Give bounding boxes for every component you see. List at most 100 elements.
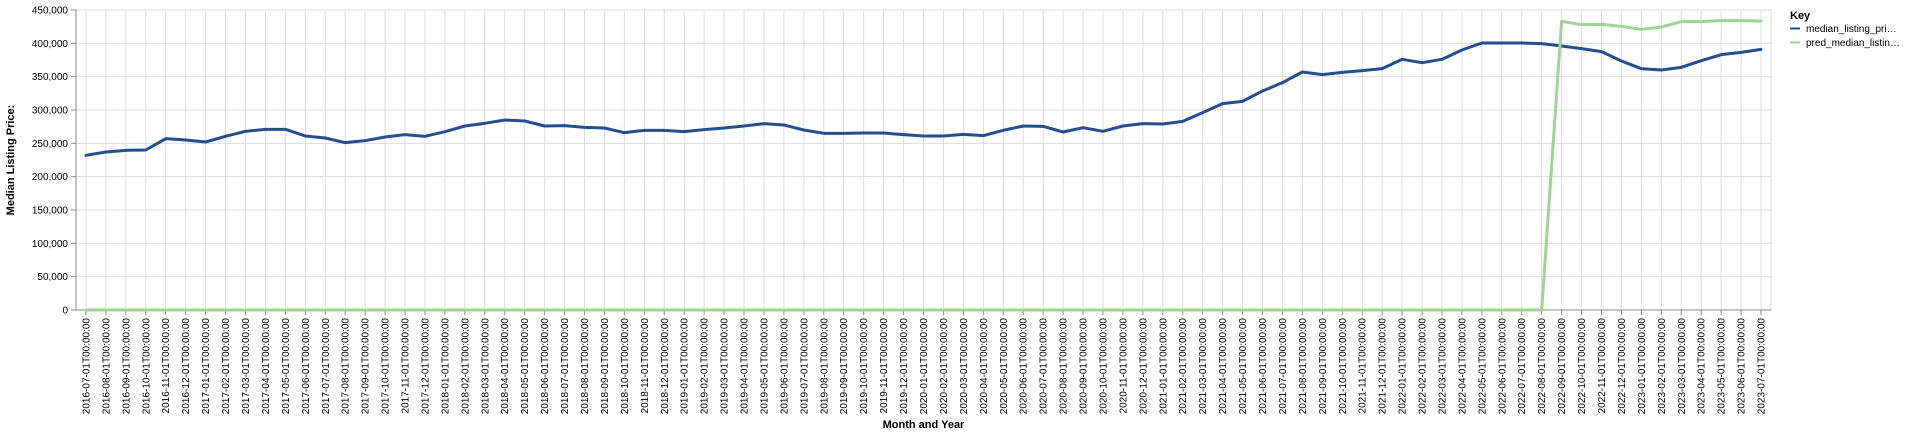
x-tick-label: 2019-07-01T00:00:00 — [799, 318, 810, 415]
x-tick-label: 2021-12-01T00:00:00 — [1378, 318, 1389, 415]
y-tick-label: 0 — [62, 306, 68, 317]
x-tick-label: 2020-04-01T00:00:00 — [979, 318, 990, 415]
y-axis: 0 50,000 100,000 150,000 200,000 250,000 300,0… — [32, 6, 77, 317]
x-tick-label: 2023-01-01T00:00:00 — [1637, 318, 1648, 415]
x-tick-label: 2017-06-01T00:00:00 — [301, 318, 312, 415]
x-tick-label: 2019-04-01T00:00:00 — [740, 318, 751, 415]
x-axis: 2016-07-01T00:00:00 2016-08-01T00:00:00 20… — [76, 309, 1771, 415]
x-tick-label: 2021-06-01T00:00:00 — [1258, 318, 1269, 415]
x-tick-label: 2020-12-01T00:00:00 — [1138, 318, 1149, 415]
y-tick-label: 350,000 — [32, 72, 69, 83]
y-tick-label: 100,000 — [32, 239, 69, 250]
x-tick-label: 2017-03-01T00:00:00 — [241, 318, 252, 415]
x-tick-label: 2022-05-01T00:00:00 — [1477, 318, 1488, 415]
x-tick-label: 2017-07-01T00:00:00 — [321, 318, 332, 415]
x-tick-label: 2021-04-01T00:00:00 — [1218, 318, 1229, 415]
x-tick-label: 2022-10-01T00:00:00 — [1577, 318, 1588, 415]
x-tick-label: 2018-08-01T00:00:00 — [580, 318, 591, 415]
x-tick-label: 2017-05-01T00:00:00 — [281, 318, 292, 415]
x-tick-label: 2022-11-01T00:00:00 — [1597, 318, 1608, 414]
x-tick-label: 2019-03-01T00:00:00 — [720, 318, 731, 415]
x-tick-label: 2022-06-01T00:00:00 — [1497, 318, 1508, 415]
x-tick-label: 2019-11-01T00:00:00 — [879, 318, 890, 414]
x-tick-label: 2017-09-01T00:00:00 — [361, 318, 372, 415]
x-tick-label: 2016-08-01T00:00:00 — [101, 318, 112, 415]
y-tick-label: 400,000 — [32, 39, 69, 50]
x-tick-label: 2019-01-01T00:00:00 — [680, 318, 691, 415]
x-tick-label: 2017-12-01T00:00:00 — [420, 318, 431, 415]
series-line-2 — [84, 19, 1763, 312]
x-tick-label: 2017-02-01T00:00:00 — [221, 318, 232, 415]
x-tick-label: 2021-09-01T00:00:00 — [1318, 318, 1329, 415]
x-tick-label: 2016-12-01T00:00:00 — [181, 318, 192, 415]
x-tick-label: 2023-06-01T00:00:00 — [1737, 318, 1748, 415]
x-tick-label: 2019-05-01T00:00:00 — [759, 318, 770, 415]
x-tick-label: 2020-01-01T00:00:00 — [919, 318, 930, 415]
x-tick-label: 2020-10-01T00:00:00 — [1098, 318, 1109, 415]
x-tick-label: 2020-08-01T00:00:00 — [1059, 318, 1070, 415]
x-tick-label: 2021-11-01T00:00:00 — [1358, 318, 1369, 414]
legend-label-1: median_listing_pri… — [1806, 24, 1897, 35]
x-tick-label: 2018-10-01T00:00:00 — [620, 318, 631, 415]
x-tick-label: 2018-06-01T00:00:00 — [540, 318, 551, 415]
x-tick-label: 2017-10-01T00:00:00 — [381, 318, 392, 415]
x-tick-label: 2023-03-01T00:00:00 — [1677, 318, 1688, 415]
x-tick-label: 2021-05-01T00:00:00 — [1238, 318, 1249, 415]
x-tick-label: 2020-03-01T00:00:00 — [959, 318, 970, 415]
x-tick-label: 2018-02-01T00:00:00 — [460, 318, 471, 415]
x-tick-label: 2016-09-01T00:00:00 — [121, 318, 132, 415]
x-tick-label: 2020-05-01T00:00:00 — [999, 318, 1010, 415]
y-tick-label: 50,000 — [37, 272, 68, 283]
legend-label-2: pred_median_listin… — [1806, 38, 1900, 49]
x-tick-label: 2018-09-01T00:00:00 — [600, 318, 611, 415]
x-tick-label: 2017-08-01T00:00:00 — [341, 318, 352, 415]
y-tick-label: 250,000 — [32, 139, 69, 150]
x-tick-label: 2022-01-01T00:00:00 — [1398, 318, 1409, 415]
x-tick-label: 2018-11-01T00:00:00 — [640, 318, 651, 414]
x-tick-label: 2016-11-01T00:00:00 — [161, 318, 172, 414]
x-tick-label: 2018-04-01T00:00:00 — [500, 318, 511, 415]
series-lines — [84, 19, 1763, 312]
x-tick-label: 2019-02-01T00:00:00 — [700, 318, 711, 415]
x-tick-label: 2019-06-01T00:00:00 — [779, 318, 790, 415]
y-axis-title: Median Listing Price: — [5, 105, 17, 216]
x-tick-label: 2022-12-01T00:00:00 — [1617, 318, 1628, 415]
x-tick-label: 2017-01-01T00:00:00 — [201, 318, 212, 415]
legend-title: Key — [1790, 10, 1811, 22]
x-tick-label: 2020-06-01T00:00:00 — [1019, 318, 1030, 415]
x-tick-label: 2020-09-01T00:00:00 — [1079, 318, 1090, 415]
x-tick-label: 2021-01-01T00:00:00 — [1158, 318, 1169, 415]
x-tick-label: 2017-04-01T00:00:00 — [261, 318, 272, 415]
x-tick-label: 2021-10-01T00:00:00 — [1338, 318, 1349, 415]
x-tick-label: 2018-12-01T00:00:00 — [660, 318, 671, 415]
x-tick-label: 2018-07-01T00:00:00 — [560, 318, 571, 415]
x-tick-label: 2022-03-01T00:00:00 — [1437, 318, 1448, 415]
x-tick-label: 2020-02-01T00:00:00 — [939, 318, 950, 415]
x-tick-label: 2022-09-01T00:00:00 — [1557, 318, 1568, 415]
x-tick-label: 2022-04-01T00:00:00 — [1457, 318, 1468, 415]
x-tick-label: 2017-11-01T00:00:00 — [401, 318, 412, 414]
y-tick-label: 450,000 — [32, 6, 69, 17]
x-tick-label: 2016-07-01T00:00:00 — [81, 318, 92, 415]
x-tick-label: 2021-07-01T00:00:00 — [1278, 318, 1289, 415]
x-axis-title: Month and Year — [883, 419, 965, 431]
x-tick-label: 2023-02-01T00:00:00 — [1657, 318, 1668, 415]
y-tick-label: 200,000 — [32, 172, 69, 183]
x-tick-label: 2020-07-01T00:00:00 — [1039, 318, 1050, 415]
x-tick-label: 2019-08-01T00:00:00 — [819, 318, 830, 415]
y-tick-label: 150,000 — [32, 206, 69, 217]
x-tick-label: 2018-01-01T00:00:00 — [440, 318, 451, 415]
x-tick-label: 2022-07-01T00:00:00 — [1517, 318, 1528, 415]
x-tick-label: 2021-03-01T00:00:00 — [1198, 318, 1209, 415]
x-tick-label: 2023-04-01T00:00:00 — [1697, 318, 1708, 415]
x-tick-label: 2016-10-01T00:00:00 — [141, 318, 152, 415]
x-tick-label: 2018-03-01T00:00:00 — [480, 318, 491, 415]
x-tick-label: 2019-10-01T00:00:00 — [859, 318, 870, 415]
x-tick-label: 2022-02-01T00:00:00 — [1418, 318, 1429, 415]
x-tick-label: 2019-12-01T00:00:00 — [899, 318, 910, 415]
x-tick-label: 2021-02-01T00:00:00 — [1178, 318, 1189, 415]
x-tick-label: 2023-05-01T00:00:00 — [1717, 318, 1728, 415]
x-tick-label: 2022-08-01T00:00:00 — [1537, 318, 1548, 415]
legend: Key median_listing_pri… pred_median_listi… — [1790, 10, 1900, 49]
